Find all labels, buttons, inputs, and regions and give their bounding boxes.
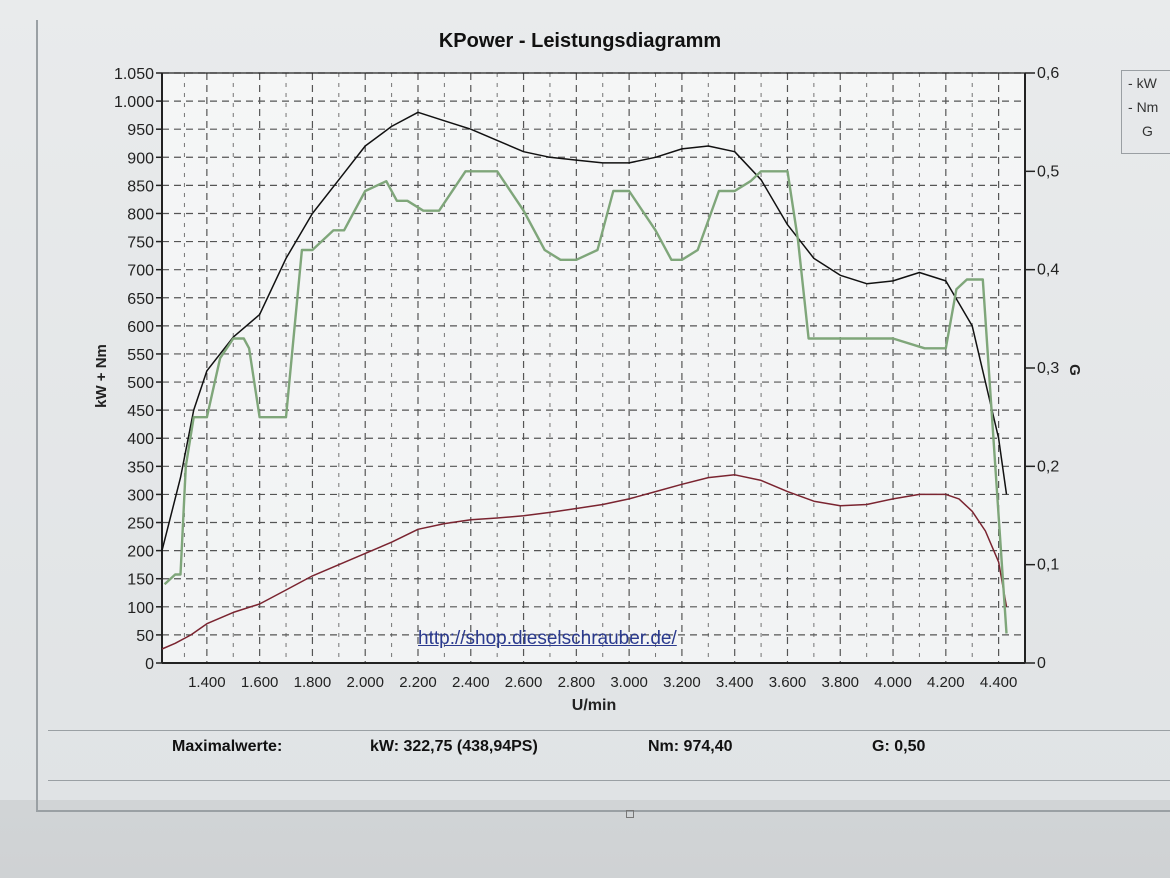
y-tick-label: 0 — [145, 656, 154, 673]
y-tick-label: 650 — [127, 291, 154, 308]
performance-chart: KPower - Leistungsdiagramm 1.400 1.600 1.8… — [93, 30, 1083, 714]
y-tick-label: 750 — [127, 235, 154, 252]
x-tick-label: 3.600 — [769, 674, 807, 691]
x-tick-label: 1.800 — [294, 674, 332, 691]
y-tick-label: 950 — [127, 122, 154, 139]
legend-item-g[interactable]: G — [1142, 123, 1153, 139]
legend: - kW - Nm G — [1121, 70, 1170, 154]
legend-item-nm[interactable]: - Nm — [1128, 99, 1159, 115]
y-tick-label: 900 — [127, 150, 154, 167]
y-tick-label: 400 — [127, 431, 154, 448]
grid — [162, 72, 1025, 664]
x-tick-label: 3.000 — [610, 674, 648, 691]
axes: 1.400 1.600 1.800 2.000 2.200 2.400 2.600 2.800… — [114, 65, 1059, 691]
x-tick-label: 2.800 — [558, 674, 596, 691]
dealer-link[interactable]: http://shop.dieselschrauber.de/ — [418, 628, 677, 649]
chart-frame — [36, 20, 1170, 812]
x-tick-label: 2.000 — [346, 674, 384, 691]
y-tick-label: 450 — [127, 403, 154, 420]
y-tick-label: 700 — [127, 263, 154, 280]
y2-tick-label: 0,1 — [1037, 557, 1059, 574]
y2-tick-label: 0,5 — [1037, 163, 1059, 180]
y-tick-label: 350 — [127, 459, 154, 476]
y-tick-label: 500 — [127, 375, 154, 392]
x-tick-label: 2.600 — [505, 674, 543, 691]
y-tick-label: 300 — [127, 487, 154, 504]
resize-handle[interactable] — [626, 810, 634, 818]
y-tick-label: 150 — [127, 572, 154, 589]
x-axis-label: U/min — [572, 697, 616, 714]
legend-item-kw[interactable]: - kW — [1128, 75, 1157, 91]
x-tick-label: 3.800 — [821, 674, 859, 691]
x-tick-label: 3.200 — [663, 674, 701, 691]
y2-tick-label: 0,2 — [1037, 458, 1059, 475]
y2-tick-label: 0,4 — [1037, 262, 1059, 279]
y-tick-label: 50 — [136, 628, 154, 645]
divider-bottom — [48, 780, 1170, 781]
y-tick-label: 550 — [127, 347, 154, 364]
x-tick-label: 1.600 — [241, 674, 279, 691]
x-tick-label: 1.400 — [188, 674, 226, 691]
y-tick-label: 200 — [127, 544, 154, 561]
y-tick-label: 100 — [127, 600, 154, 617]
y2-tick-label: 0,6 — [1037, 65, 1059, 82]
y-tick-label: 850 — [127, 178, 154, 195]
series-line-g — [163, 170, 1008, 634]
data-series — [161, 111, 1008, 650]
chart-title: KPower - Leistungsdiagramm — [439, 30, 721, 52]
max-kw-value: kW: 322,75 (438,94PS) — [370, 738, 538, 755]
divider-top — [48, 730, 1170, 731]
x-tick-label: 4.000 — [874, 674, 912, 691]
x-tick-label: 3.400 — [716, 674, 754, 691]
y-tick-label: 1.050 — [114, 66, 154, 83]
x-tick-label: 2.400 — [452, 674, 490, 691]
y-tick-label: 250 — [127, 516, 154, 533]
y-tick-label: 600 — [127, 319, 154, 336]
plot-area — [162, 73, 1025, 663]
y2-axis-label: G — [1066, 364, 1083, 376]
max-nm-value: Nm: 974,40 — [648, 738, 733, 755]
max-values-label: Maximalwerte: — [172, 738, 283, 755]
max-g-value: G: 0,50 — [872, 738, 926, 755]
y2-tick-label: 0 — [1037, 655, 1046, 672]
series-line-kw — [161, 474, 1008, 650]
y-axis-label: kW + Nm — [93, 344, 110, 408]
y-tick-label: 800 — [127, 206, 154, 223]
y-tick-label: 1.000 — [114, 94, 154, 111]
x-tick-label: 2.200 — [399, 674, 437, 691]
x-tick-label: 4.200 — [927, 674, 965, 691]
y2-tick-label: 0,3 — [1037, 360, 1059, 377]
series-line-nm — [161, 111, 1008, 551]
x-tick-label: 4.400 — [980, 674, 1018, 691]
